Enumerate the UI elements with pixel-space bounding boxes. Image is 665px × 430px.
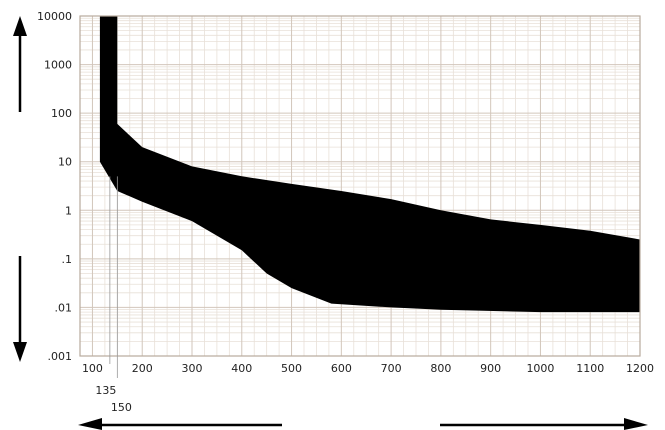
x-tick-label: 1100 <box>576 362 604 375</box>
y-tick-label: 10000 <box>37 10 72 23</box>
arrow-up-head-icon <box>13 16 27 36</box>
annotation-label: 150 <box>111 401 132 414</box>
plot-frame <box>79 15 641 357</box>
x-tick-label: 700 <box>381 362 402 375</box>
arrow-left-head-icon <box>78 418 102 430</box>
x-tick-label: 1000 <box>526 362 554 375</box>
x-tick-label: 600 <box>331 362 352 375</box>
x-tick-label: 500 <box>281 362 302 375</box>
y-tick-label: 1 <box>65 204 72 217</box>
y-tick-label: .01 <box>55 301 73 314</box>
y-axis-ticks: 10000 1000 100 10 1 .1 .01 .001 <box>37 10 72 363</box>
annotation-label: 135 <box>95 384 116 397</box>
x-tick-label: 200 <box>132 362 153 375</box>
x-tick-label: 800 <box>430 362 451 375</box>
x-tick-label: 400 <box>231 362 252 375</box>
x-axis-ticks: 100 200 300 400 500 600 700 800 900 1000 1100 1200 <box>82 362 654 375</box>
y-tick-label: 10 <box>58 156 72 169</box>
y-tick-label: 1000 <box>44 59 72 72</box>
x-tick-label: 900 <box>480 362 501 375</box>
axis-arrows <box>13 16 648 430</box>
arrow-right-head-icon <box>624 418 648 430</box>
arrow-down-head-icon <box>13 342 27 362</box>
y-tick-label: .001 <box>48 350 73 363</box>
x-tick-label: 100 <box>82 362 103 375</box>
x-tick-label: 1200 <box>626 362 654 375</box>
y-tick-label: .1 <box>62 253 73 266</box>
y-tick-label: 100 <box>51 107 72 120</box>
data-band <box>99 16 640 313</box>
x-tick-label: 300 <box>182 362 203 375</box>
